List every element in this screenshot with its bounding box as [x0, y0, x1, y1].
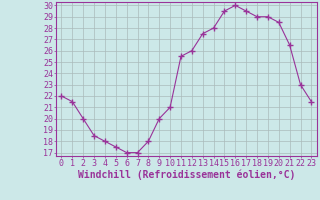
X-axis label: Windchill (Refroidissement éolien,°C): Windchill (Refroidissement éolien,°C)	[78, 169, 295, 180]
